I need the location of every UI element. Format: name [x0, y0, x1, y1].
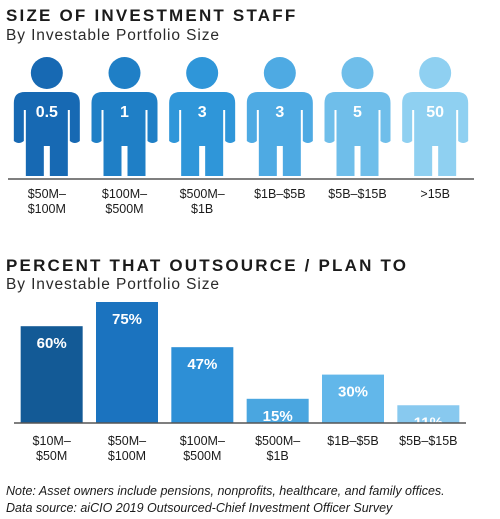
outsource-value-label: 75%: [112, 311, 142, 328]
outsource-bar: [171, 347, 234, 423]
outsource-bar-chart: 60% $10M– $50M 75% $50M– $100M 47% $100M– $500M 1…: [14, 302, 466, 463]
staff-value-label: 0.5: [36, 104, 58, 121]
note-text: Note: Asset owners include pensions, non…: [6, 484, 445, 498]
outsource-category-label: $500M– $1B: [255, 434, 300, 463]
staff-pictogram-chart: 0.5 $50M– $100M 1 $100M– $500M 3 $500M– $1B 3 $1B–…: [8, 57, 474, 216]
outsource-bar: [322, 374, 384, 423]
outsource-bar: [96, 302, 158, 423]
staff-category-label: $5B–$15B: [328, 187, 386, 201]
staff-value-label: 3: [198, 104, 207, 121]
staff-figure: [169, 57, 236, 176]
outsource-category-label: $5B–$15B: [399, 434, 457, 448]
staff-figure: [246, 57, 313, 176]
outsource-category-label: $1B–$5B: [327, 434, 378, 448]
outsource-value-label: 60%: [37, 335, 67, 352]
staff-category-label: $1B–$5B: [254, 187, 305, 201]
outsource-value-label: 47%: [187, 356, 217, 373]
staff-figure: [324, 57, 391, 176]
staff-category-label: $50M– $100M: [28, 187, 66, 216]
outsource-bar: [246, 398, 309, 423]
staff-value-label: 1: [120, 104, 129, 121]
staff-category-label: $100M– $500M: [102, 187, 147, 216]
staff-chart-subtitle: By Investable Portfolio Size: [6, 27, 220, 44]
data-source-text: Data source: aiCIO 2019 Outsourced-Chief…: [6, 501, 393, 515]
outsource-chart-title: PERCENT THAT OUTSOURCE / PLAN TO: [6, 256, 409, 275]
outsource-chart-subtitle: By Investable Portfolio Size: [6, 276, 220, 293]
staff-category-label: >15B: [420, 187, 450, 201]
outsource-value-label: 15%: [263, 408, 293, 425]
staff-chart-title: SIZE OF INVESTMENT STAFF: [6, 6, 298, 25]
staff-figure: [91, 57, 158, 176]
outsource-bar: [20, 326, 83, 423]
outsource-category-label: $100M– $500M: [180, 434, 225, 463]
outsource-value-label: 30%: [338, 384, 368, 401]
outsource-category-label: $10M– $50M: [33, 434, 71, 463]
staff-figure: [13, 57, 80, 176]
staff-category-label: $500M– $1B: [180, 187, 225, 216]
staff-figure: [402, 57, 469, 176]
outsource-category-label: $50M– $100M: [108, 434, 146, 463]
staff-value-label: 3: [275, 104, 284, 121]
outsource-bar: [397, 405, 460, 423]
staff-value-label: 5: [353, 104, 362, 121]
staff-value-label: 50: [426, 104, 444, 121]
